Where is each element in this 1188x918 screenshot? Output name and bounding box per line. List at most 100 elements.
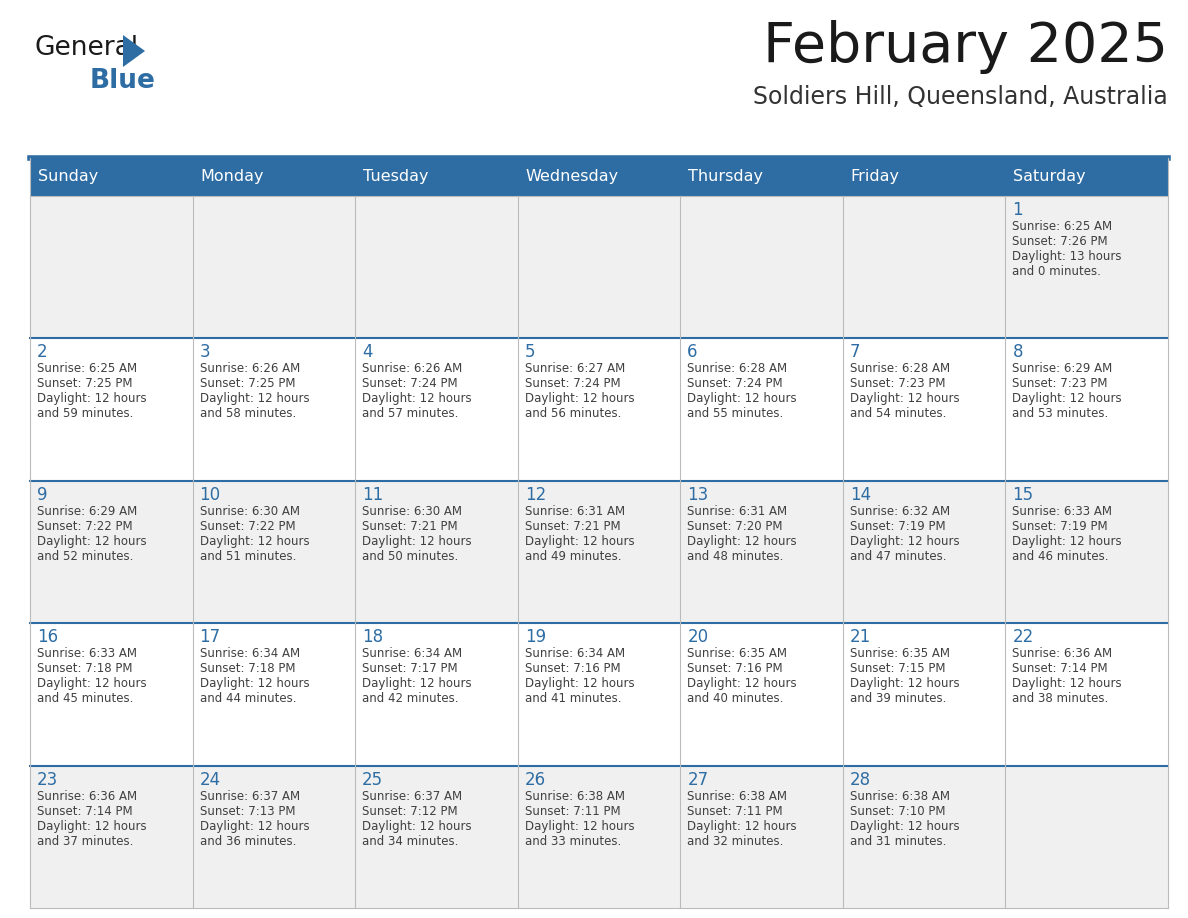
Text: Daylight: 12 hours: Daylight: 12 hours bbox=[525, 392, 634, 406]
Text: Sunset: 7:22 PM: Sunset: 7:22 PM bbox=[200, 520, 295, 532]
Text: Daylight: 12 hours: Daylight: 12 hours bbox=[1012, 677, 1121, 690]
Bar bbox=[30, 766, 1168, 908]
Text: Sunrise: 6:30 AM: Sunrise: 6:30 AM bbox=[200, 505, 299, 518]
Text: Daylight: 12 hours: Daylight: 12 hours bbox=[849, 392, 960, 406]
Bar bbox=[30, 196, 1168, 339]
Text: 17: 17 bbox=[200, 628, 221, 646]
Text: Thursday: Thursday bbox=[688, 170, 763, 185]
Text: Daylight: 12 hours: Daylight: 12 hours bbox=[525, 535, 634, 548]
Bar bbox=[30, 623, 1168, 766]
Text: and 48 minutes.: and 48 minutes. bbox=[688, 550, 784, 563]
Text: Sunrise: 6:30 AM: Sunrise: 6:30 AM bbox=[362, 505, 462, 518]
Text: Sunset: 7:24 PM: Sunset: 7:24 PM bbox=[688, 377, 783, 390]
Text: Daylight: 12 hours: Daylight: 12 hours bbox=[525, 820, 634, 833]
Text: Sunset: 7:25 PM: Sunset: 7:25 PM bbox=[37, 377, 133, 390]
Text: Daylight: 13 hours: Daylight: 13 hours bbox=[1012, 250, 1121, 263]
Text: Sunset: 7:25 PM: Sunset: 7:25 PM bbox=[200, 377, 295, 390]
Text: and 44 minutes.: and 44 minutes. bbox=[200, 692, 296, 705]
Text: and 36 minutes.: and 36 minutes. bbox=[200, 834, 296, 847]
Text: Daylight: 12 hours: Daylight: 12 hours bbox=[362, 535, 472, 548]
Text: and 58 minutes.: and 58 minutes. bbox=[200, 408, 296, 420]
Text: Daylight: 12 hours: Daylight: 12 hours bbox=[37, 677, 146, 690]
Text: Sunrise: 6:33 AM: Sunrise: 6:33 AM bbox=[37, 647, 137, 660]
Text: Sunset: 7:15 PM: Sunset: 7:15 PM bbox=[849, 662, 946, 676]
Text: Sunset: 7:19 PM: Sunset: 7:19 PM bbox=[1012, 520, 1108, 532]
Text: Sunrise: 6:38 AM: Sunrise: 6:38 AM bbox=[688, 789, 788, 802]
Text: 5: 5 bbox=[525, 343, 536, 362]
Text: Sunset: 7:23 PM: Sunset: 7:23 PM bbox=[1012, 377, 1108, 390]
Text: Sunday: Sunday bbox=[38, 170, 99, 185]
Text: 19: 19 bbox=[525, 628, 545, 646]
Text: Sunset: 7:18 PM: Sunset: 7:18 PM bbox=[200, 662, 295, 676]
Text: Sunset: 7:16 PM: Sunset: 7:16 PM bbox=[688, 662, 783, 676]
Text: 4: 4 bbox=[362, 343, 373, 362]
Text: and 40 minutes.: and 40 minutes. bbox=[688, 692, 784, 705]
Text: 16: 16 bbox=[37, 628, 58, 646]
Text: General: General bbox=[34, 35, 139, 61]
Text: Sunrise: 6:38 AM: Sunrise: 6:38 AM bbox=[525, 789, 625, 802]
Text: 18: 18 bbox=[362, 628, 384, 646]
Text: Daylight: 12 hours: Daylight: 12 hours bbox=[200, 392, 309, 406]
Text: Saturday: Saturday bbox=[1013, 170, 1086, 185]
Text: Sunrise: 6:27 AM: Sunrise: 6:27 AM bbox=[525, 363, 625, 375]
Text: 23: 23 bbox=[37, 770, 58, 789]
Text: 11: 11 bbox=[362, 486, 384, 504]
Text: 28: 28 bbox=[849, 770, 871, 789]
Text: and 0 minutes.: and 0 minutes. bbox=[1012, 265, 1101, 278]
Text: Daylight: 12 hours: Daylight: 12 hours bbox=[849, 535, 960, 548]
Text: and 55 minutes.: and 55 minutes. bbox=[688, 408, 784, 420]
Polygon shape bbox=[124, 35, 145, 67]
Text: Sunset: 7:24 PM: Sunset: 7:24 PM bbox=[525, 377, 620, 390]
Text: and 41 minutes.: and 41 minutes. bbox=[525, 692, 621, 705]
Text: Soldiers Hill, Queensland, Australia: Soldiers Hill, Queensland, Australia bbox=[753, 85, 1168, 109]
Text: Sunset: 7:22 PM: Sunset: 7:22 PM bbox=[37, 520, 133, 532]
Text: Sunrise: 6:36 AM: Sunrise: 6:36 AM bbox=[37, 789, 137, 802]
Text: 3: 3 bbox=[200, 343, 210, 362]
Text: Sunset: 7:24 PM: Sunset: 7:24 PM bbox=[362, 377, 457, 390]
Text: Sunset: 7:14 PM: Sunset: 7:14 PM bbox=[37, 804, 133, 818]
Text: Daylight: 12 hours: Daylight: 12 hours bbox=[688, 535, 797, 548]
Text: and 46 minutes.: and 46 minutes. bbox=[1012, 550, 1108, 563]
Text: 12: 12 bbox=[525, 486, 546, 504]
Text: Sunrise: 6:34 AM: Sunrise: 6:34 AM bbox=[525, 647, 625, 660]
Text: 7: 7 bbox=[849, 343, 860, 362]
Text: 2: 2 bbox=[37, 343, 48, 362]
Text: and 39 minutes.: and 39 minutes. bbox=[849, 692, 946, 705]
Text: Sunrise: 6:31 AM: Sunrise: 6:31 AM bbox=[688, 505, 788, 518]
Text: 20: 20 bbox=[688, 628, 708, 646]
Text: Daylight: 12 hours: Daylight: 12 hours bbox=[37, 535, 146, 548]
Text: Sunset: 7:17 PM: Sunset: 7:17 PM bbox=[362, 662, 457, 676]
Text: Sunset: 7:18 PM: Sunset: 7:18 PM bbox=[37, 662, 133, 676]
Text: Sunset: 7:16 PM: Sunset: 7:16 PM bbox=[525, 662, 620, 676]
Text: Tuesday: Tuesday bbox=[364, 170, 429, 185]
Text: Sunset: 7:21 PM: Sunset: 7:21 PM bbox=[525, 520, 620, 532]
Text: and 42 minutes.: and 42 minutes. bbox=[362, 692, 459, 705]
Text: Sunset: 7:13 PM: Sunset: 7:13 PM bbox=[200, 804, 295, 818]
Text: Wednesday: Wednesday bbox=[526, 170, 619, 185]
Text: and 31 minutes.: and 31 minutes. bbox=[849, 834, 946, 847]
Text: Sunrise: 6:37 AM: Sunrise: 6:37 AM bbox=[362, 789, 462, 802]
Text: Sunset: 7:19 PM: Sunset: 7:19 PM bbox=[849, 520, 946, 532]
Text: and 56 minutes.: and 56 minutes. bbox=[525, 408, 621, 420]
Text: Daylight: 12 hours: Daylight: 12 hours bbox=[37, 392, 146, 406]
Text: Sunset: 7:21 PM: Sunset: 7:21 PM bbox=[362, 520, 457, 532]
Text: Sunrise: 6:37 AM: Sunrise: 6:37 AM bbox=[200, 789, 299, 802]
Text: Daylight: 12 hours: Daylight: 12 hours bbox=[362, 392, 472, 406]
Text: Sunset: 7:10 PM: Sunset: 7:10 PM bbox=[849, 804, 946, 818]
Text: Sunrise: 6:31 AM: Sunrise: 6:31 AM bbox=[525, 505, 625, 518]
Text: Sunset: 7:11 PM: Sunset: 7:11 PM bbox=[525, 804, 620, 818]
Text: Blue: Blue bbox=[90, 68, 156, 94]
Text: Sunrise: 6:26 AM: Sunrise: 6:26 AM bbox=[200, 363, 299, 375]
Text: Sunset: 7:26 PM: Sunset: 7:26 PM bbox=[1012, 235, 1108, 248]
Text: Sunrise: 6:29 AM: Sunrise: 6:29 AM bbox=[37, 505, 138, 518]
Text: and 54 minutes.: and 54 minutes. bbox=[849, 408, 946, 420]
Text: 6: 6 bbox=[688, 343, 697, 362]
Text: and 45 minutes.: and 45 minutes. bbox=[37, 692, 133, 705]
Text: Sunrise: 6:34 AM: Sunrise: 6:34 AM bbox=[200, 647, 299, 660]
Text: 8: 8 bbox=[1012, 343, 1023, 362]
Text: 27: 27 bbox=[688, 770, 708, 789]
Text: and 52 minutes.: and 52 minutes. bbox=[37, 550, 133, 563]
Bar bbox=[30, 339, 1168, 481]
Text: and 37 minutes.: and 37 minutes. bbox=[37, 834, 133, 847]
Text: Monday: Monday bbox=[201, 170, 264, 185]
